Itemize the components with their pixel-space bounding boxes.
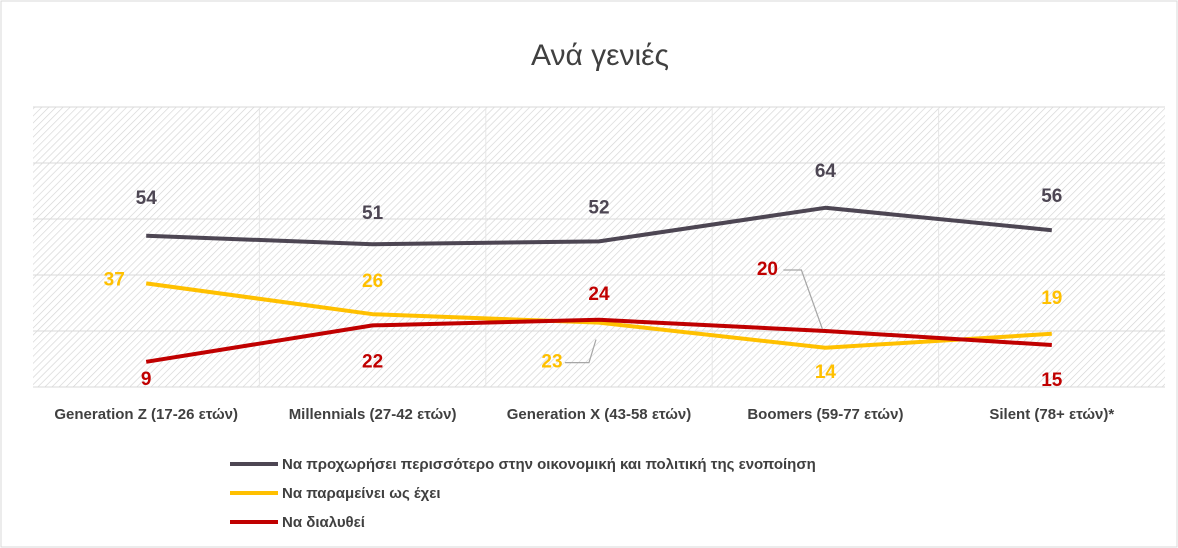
data-label: 14 <box>815 362 837 383</box>
plot-area <box>33 107 1165 387</box>
data-label: 64 <box>815 161 837 182</box>
data-label: 20 <box>757 259 778 280</box>
data-label: 54 <box>136 188 158 209</box>
line-series <box>145 317 1052 364</box>
chart-title: Ανά γενιές <box>531 39 669 72</box>
legend-item: Να διαλυθεί <box>230 511 365 533</box>
legend-label: Να διαλυθεί <box>282 513 365 531</box>
data-label: 9 <box>141 369 152 390</box>
x-tick-label: Generation X (43-58 ετών) <box>506 406 692 423</box>
leader-line <box>783 269 823 330</box>
data-label: 56 <box>1041 186 1062 207</box>
data-label: 23 <box>541 352 562 373</box>
legend-label: Να παραμείνει ως έχει <box>282 484 441 502</box>
legend-label: Να προχωρήσει περισσότερο στην οικονομικ… <box>282 455 816 473</box>
x-tick-label: Generation Z (17-26 ετών) <box>54 406 238 423</box>
legend-item: Να παραμείνει ως έχει <box>230 482 441 504</box>
legend-item: Να προχωρήσει περισσότερο στην οικονομικ… <box>230 453 816 475</box>
legend-swatch <box>230 520 278 524</box>
data-label: 51 <box>362 203 384 224</box>
line-series <box>146 205 1052 247</box>
legend-swatch <box>230 491 278 495</box>
line-series <box>145 281 1052 350</box>
legend-swatch <box>230 462 278 466</box>
data-label: 15 <box>1041 370 1063 391</box>
data-label: 52 <box>588 197 609 218</box>
data-label: 22 <box>362 351 383 372</box>
data-label: 19 <box>1041 288 1062 309</box>
x-tick-label: Silent (78+ ετών)* <box>989 406 1115 423</box>
x-tick-label: Boomers (59-77 ετών) <box>747 406 904 423</box>
leader-line <box>565 339 597 364</box>
data-label: 37 <box>104 269 125 290</box>
data-label: 24 <box>588 284 610 305</box>
x-tick-label: Millennials (27-42 ετών) <box>288 406 457 423</box>
data-label: 26 <box>362 271 383 292</box>
